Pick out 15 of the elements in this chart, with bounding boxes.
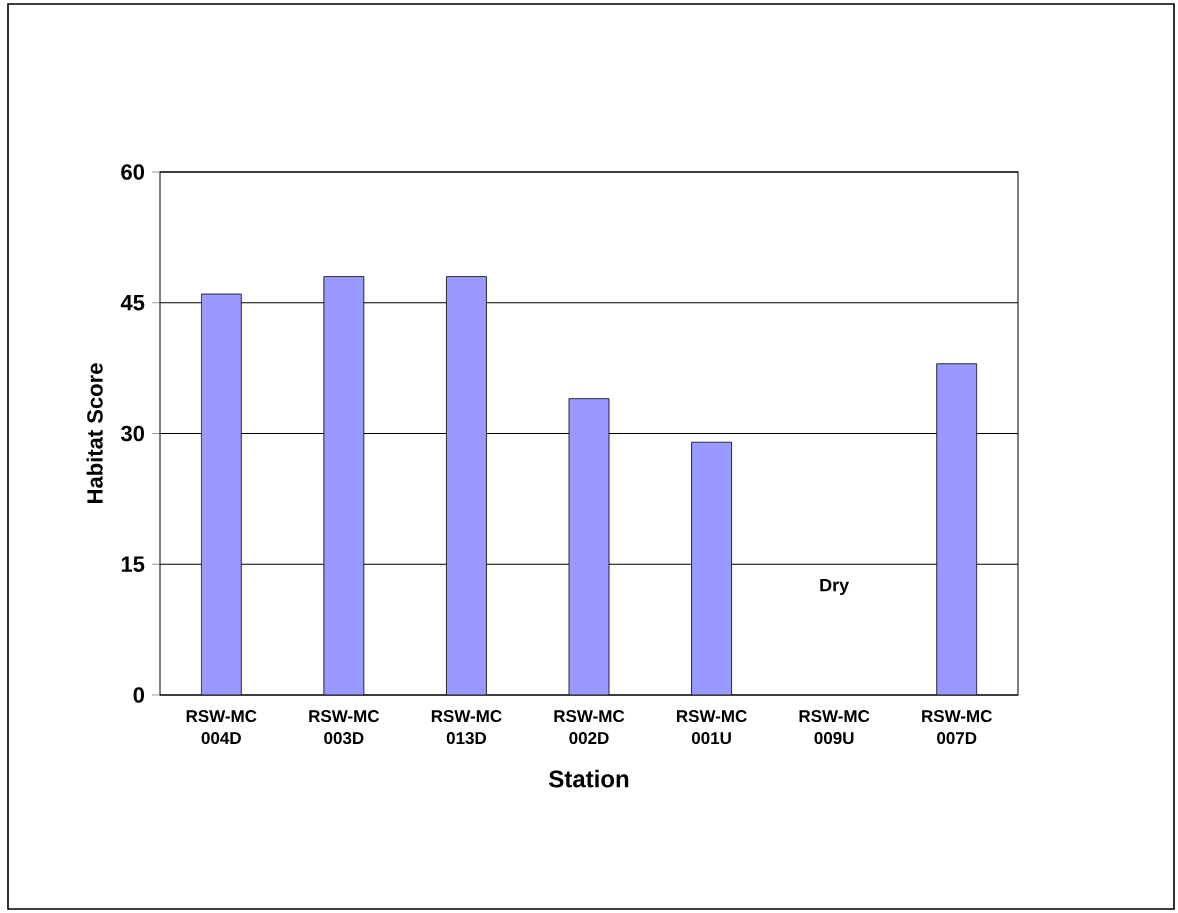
y-tick-label: 45 bbox=[120, 295, 145, 311]
x-tick-label: RSW-MC 009U bbox=[799, 710, 870, 745]
annotation: Dry bbox=[820, 578, 850, 596]
x-tick-label: RSW-MC 007D bbox=[922, 710, 992, 745]
x-tick-label: RSW-MC 013D bbox=[431, 710, 502, 745]
y-tick-label: 15 bbox=[121, 556, 145, 572]
y-tick-label: 0 bbox=[133, 687, 145, 703]
x-tick-label: RSW-MC 003D bbox=[309, 710, 380, 745]
x-tick-label: RSW-MC 001U bbox=[677, 710, 747, 745]
x-tick-label: RSW-MC 004D bbox=[186, 710, 257, 745]
y-tick-label: 30 bbox=[120, 425, 145, 442]
y-axis-title: Habitat Score bbox=[86, 363, 103, 503]
x-axis-title: Station bbox=[549, 769, 629, 788]
x-tick-label: RSW-MC 002D bbox=[554, 710, 625, 745]
y-tick-label: 60 bbox=[121, 164, 145, 180]
